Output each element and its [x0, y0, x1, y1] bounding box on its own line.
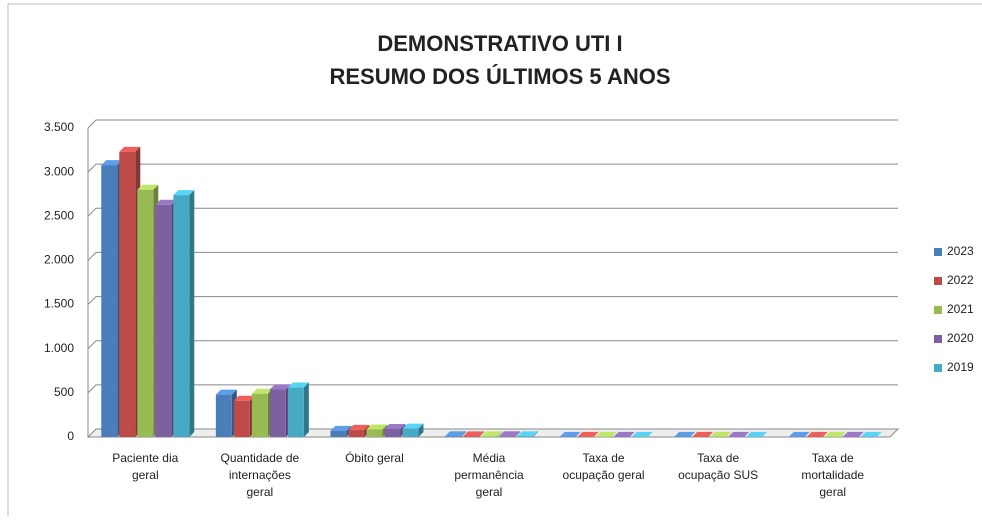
- bar-side: [189, 190, 194, 437]
- x-tick-label: Óbito geral: [345, 450, 404, 465]
- x-tick-label: Média permanência geral: [454, 451, 524, 499]
- legend-label: 2023: [947, 244, 974, 258]
- legend-swatch: [934, 277, 942, 285]
- bar: [384, 429, 400, 437]
- bar-side: [304, 383, 309, 437]
- y-tick-label: 2.500: [44, 208, 74, 222]
- x-tick-line: Média: [473, 451, 506, 465]
- bar: [366, 429, 382, 437]
- chart-subtitle: RESUMO DOS ÚLTIMOS 5 ANOS: [329, 64, 670, 89]
- legend-swatch: [934, 248, 942, 256]
- bar: [119, 152, 135, 437]
- legend-swatch: [934, 364, 942, 372]
- grid-line: [88, 208, 898, 216]
- y-tick-label: 1.500: [44, 297, 74, 311]
- x-tick-line: Taxa de: [697, 451, 739, 465]
- legend-swatch: [934, 335, 942, 343]
- bar: [234, 401, 250, 437]
- x-tick-label: Quantidade de internações geral: [220, 451, 299, 499]
- x-tick-line: geral: [247, 485, 274, 499]
- x-tick-line: Taxa de: [583, 451, 625, 465]
- grid-line: [88, 252, 898, 260]
- grid-line: [88, 341, 898, 349]
- y-tick-label: 1.000: [44, 341, 74, 355]
- bar: [137, 190, 153, 437]
- bar: [481, 436, 497, 437]
- x-tick-label: Taxa de ocupação SUS: [678, 451, 758, 482]
- x-tick-line: geral: [819, 485, 846, 499]
- x-tick-line: Paciente dia: [112, 451, 178, 465]
- y-tick-label: 3.500: [44, 120, 74, 134]
- y-tick-label: 2.000: [44, 253, 74, 267]
- x-tick-line: Taxa de: [812, 451, 854, 465]
- bar: [348, 430, 364, 437]
- legend-label: 2019: [947, 360, 974, 374]
- x-tick-label: Taxa de ocupação geral: [563, 451, 645, 482]
- y-tick-label: 0: [67, 429, 74, 443]
- bar: [402, 429, 418, 437]
- x-tick-line: internações: [229, 468, 291, 482]
- x-tick-line: ocupação geral: [563, 468, 645, 482]
- bar: [155, 205, 171, 437]
- x-tick-line: ocupação SUS: [678, 468, 758, 482]
- y-tick-label: 3.000: [44, 164, 74, 178]
- bar: [288, 388, 304, 437]
- x-tick-line: Quantidade de: [220, 451, 299, 465]
- bar: [463, 436, 479, 437]
- bar: [517, 436, 533, 437]
- x-tick-label: Paciente dia geral: [112, 451, 178, 482]
- grid-line: [88, 164, 898, 172]
- legend-label: 2020: [947, 331, 974, 345]
- legend-label: 2021: [947, 302, 974, 316]
- bar: [216, 395, 232, 437]
- grid-line: [88, 120, 898, 128]
- y-tick-label: 500: [54, 385, 74, 399]
- bar: [173, 195, 189, 437]
- bar: [445, 436, 461, 437]
- bar: [499, 436, 515, 437]
- x-tick-line: Óbito geral: [345, 450, 404, 465]
- x-tick-line: mortalidade: [801, 468, 864, 482]
- x-tick-line: permanência: [454, 468, 524, 482]
- legend-swatch: [934, 306, 942, 314]
- x-tick-line: geral: [476, 485, 503, 499]
- grid-line: [88, 385, 898, 393]
- bar: [101, 165, 117, 437]
- bar: [252, 394, 268, 437]
- bar: [270, 389, 286, 437]
- x-tick-line: geral: [132, 468, 159, 482]
- bar: [330, 431, 346, 437]
- grid-line: [88, 297, 898, 305]
- x-tick-label: Taxa de mortalidade geral: [801, 451, 864, 499]
- chart-title: DEMONSTRATIVO UTI I: [377, 31, 622, 56]
- legend-label: 2022: [947, 273, 974, 287]
